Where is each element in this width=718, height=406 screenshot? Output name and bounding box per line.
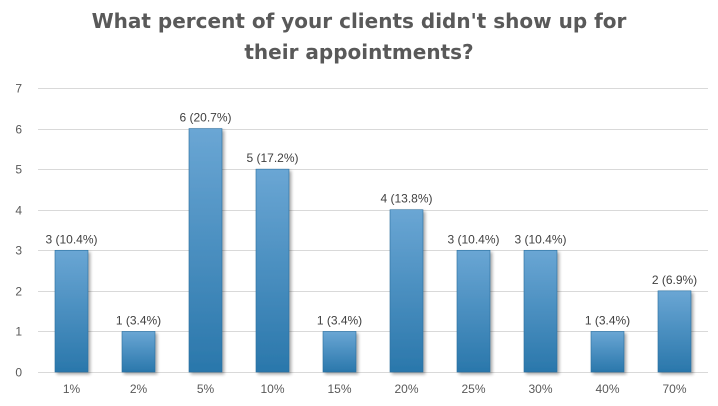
x-tick-label-10%: 10% (260, 382, 284, 396)
bar-2% (121, 331, 156, 373)
y-tick-label-6: 6 (15, 123, 22, 137)
x-tick-label-2%: 2% (130, 382, 148, 396)
bar-5% (188, 128, 223, 373)
y-tick-label-0: 0 (15, 366, 22, 380)
bar-25% (456, 249, 491, 373)
x-tick-label-5%: 5% (197, 382, 215, 396)
data-label-10%: 5 (17.2%) (246, 151, 298, 165)
y-axis: 0 1 2 3 4 5 6 7 (15, 82, 22, 380)
data-label-5%: 6 (20.7%) (179, 111, 231, 125)
gridlines (38, 88, 708, 373)
data-labels: 3 (10.4%) 1 (3.4%) 6 (20.7%) 5 (17.2%) 1 (3.… (45, 111, 697, 328)
data-label-1%: 3 (10.4%) (45, 232, 97, 246)
x-tick-label-15%: 15% (327, 382, 351, 396)
y-tick-label-4: 4 (15, 204, 22, 218)
bar-70% (657, 290, 692, 373)
data-label-2%: 1 (3.4%) (116, 313, 161, 327)
y-tick-label-1: 1 (15, 325, 22, 339)
y-tick-label-7: 7 (15, 82, 22, 96)
bar-30% (523, 249, 558, 373)
y-tick-label-2: 2 (15, 285, 22, 299)
chart-title-line-2: their appointments? (244, 40, 474, 64)
y-tick-label-5: 5 (15, 163, 22, 177)
data-label-30%: 3 (10.4%) (514, 232, 566, 246)
bar-1% (54, 249, 89, 373)
chart-title-line-1: What percent of your clients didn't show… (91, 9, 627, 33)
x-axis: 1% 2% 5% 10% 15% 20% 25% 30% 40% 70% (63, 382, 687, 396)
x-tick-label-1%: 1% (63, 382, 81, 396)
data-label-70%: 2 (6.9%) (652, 273, 697, 287)
data-label-15%: 1 (3.4%) (317, 313, 362, 327)
x-tick-label-70%: 70% (662, 382, 686, 396)
chart-title: What percent of your clients didn't show… (0, 6, 718, 68)
y-tick-label-3: 3 (15, 244, 22, 258)
bar-20% (389, 209, 424, 373)
x-tick-label-20%: 20% (394, 382, 418, 396)
bar-10% (255, 168, 290, 373)
data-label-20%: 4 (13.8%) (380, 192, 432, 206)
data-label-40%: 1 (3.4%) (585, 313, 630, 327)
bars (54, 128, 692, 373)
data-label-25%: 3 (10.4%) (447, 232, 499, 246)
x-tick-label-30%: 30% (528, 382, 552, 396)
x-tick-label-25%: 25% (461, 382, 485, 396)
bar-15% (322, 331, 357, 373)
bar-40% (590, 331, 625, 373)
x-tick-label-40%: 40% (595, 382, 619, 396)
